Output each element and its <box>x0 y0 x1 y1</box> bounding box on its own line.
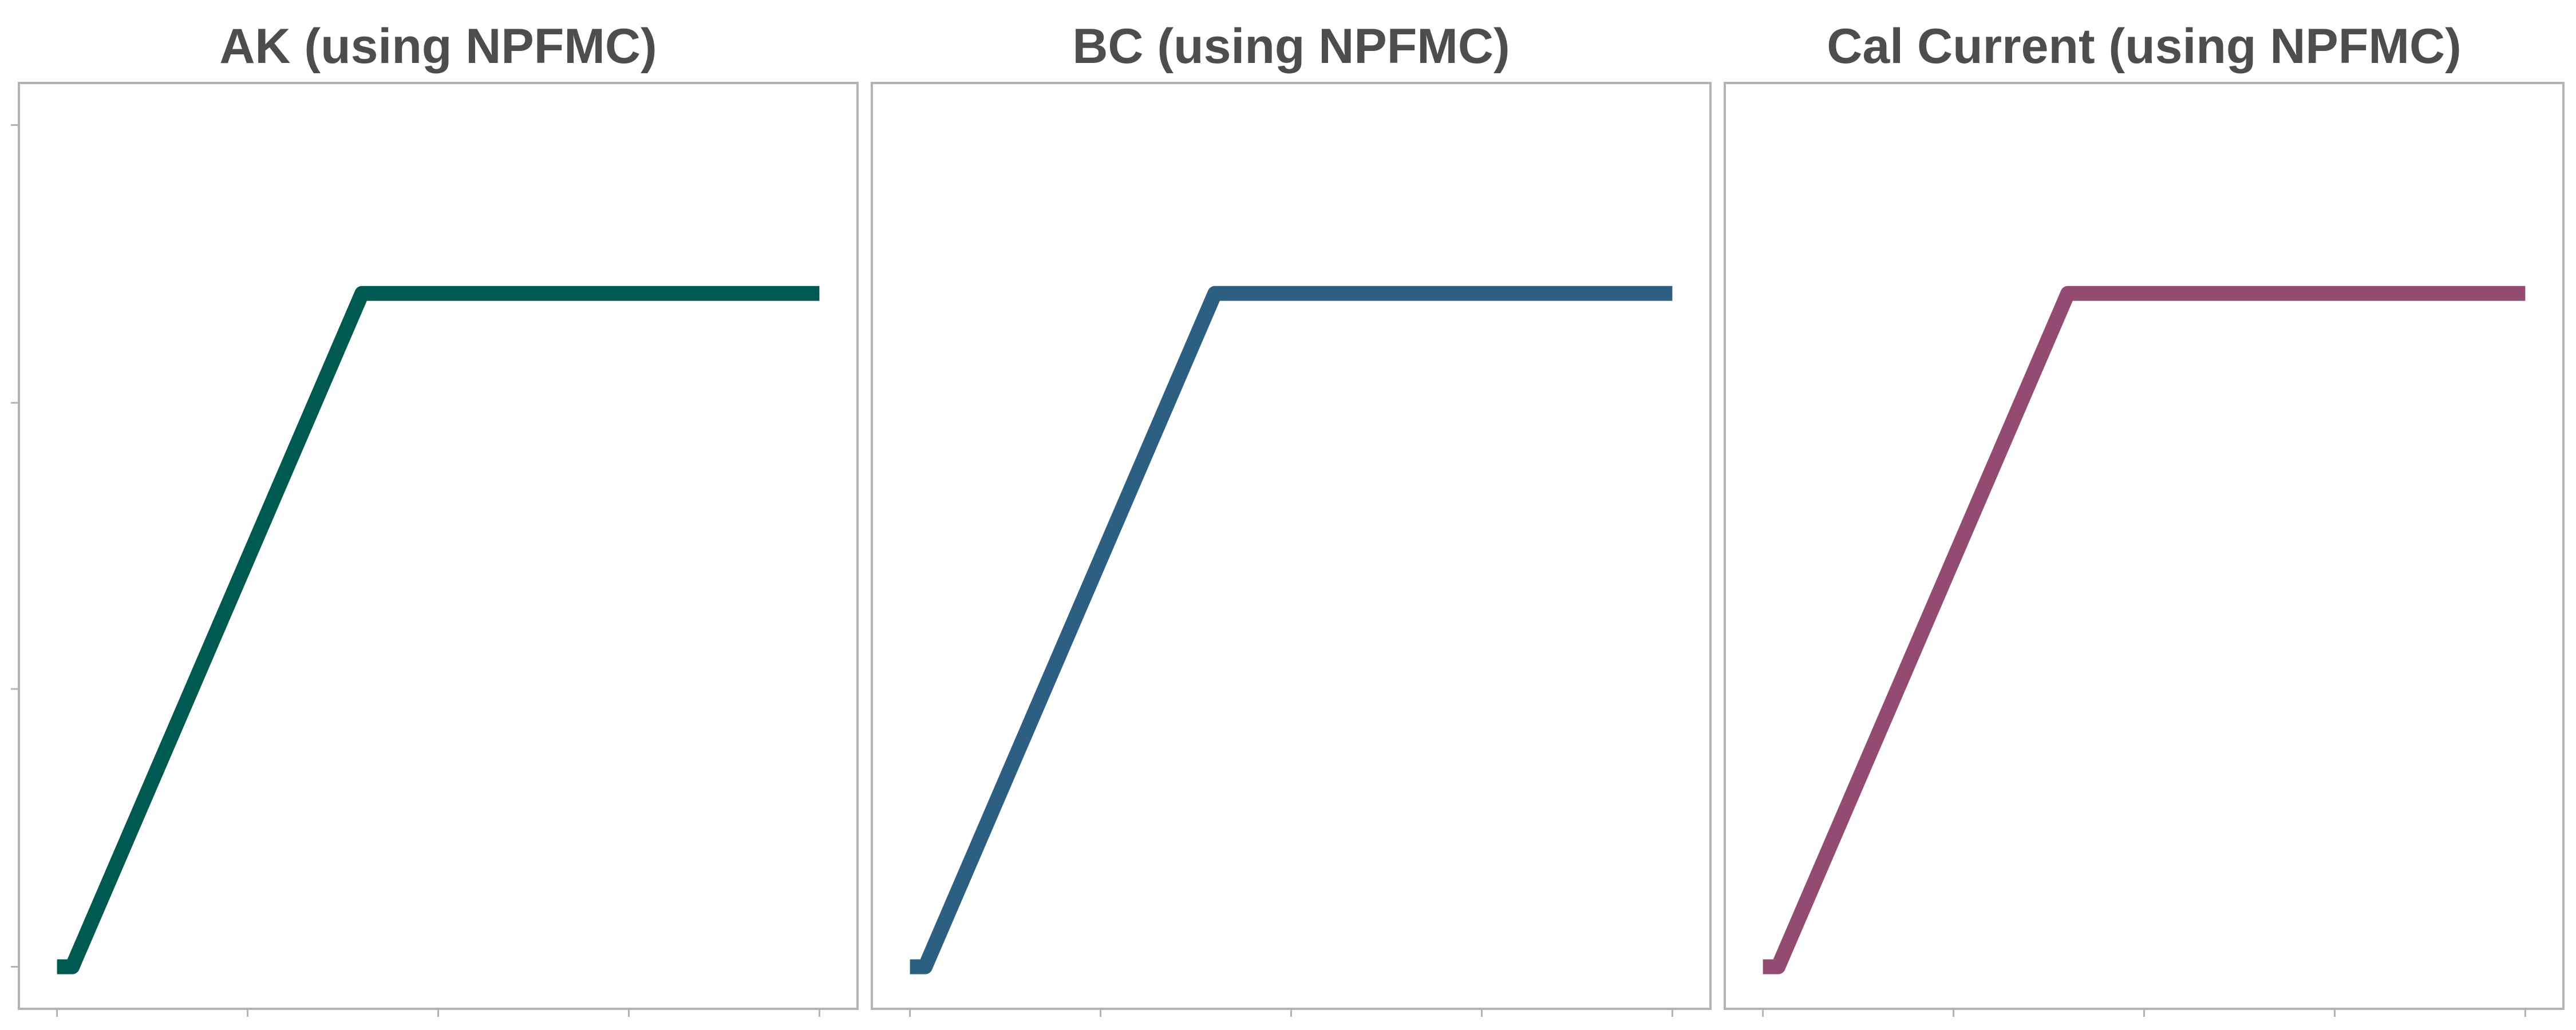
series-line <box>1763 286 2526 974</box>
chart-panel-1: AK (using NPFMC) <box>11 19 859 1017</box>
panel-title: BC (using NPFMC) <box>1072 19 1510 74</box>
series-line <box>910 286 1673 974</box>
plot-frame <box>1724 82 2565 1010</box>
chart-panel-2: BC (using NPFMC) <box>871 19 1712 1017</box>
panel-title: Cal Current (using NPFMC) <box>1827 19 2461 74</box>
series-line <box>57 286 820 974</box>
plot-frame <box>871 82 1712 1010</box>
plot-frame <box>18 82 859 1010</box>
chart-panel-3: Cal Current (using NPFMC) <box>1724 19 2565 1017</box>
panel-title: AK (using NPFMC) <box>219 19 657 74</box>
